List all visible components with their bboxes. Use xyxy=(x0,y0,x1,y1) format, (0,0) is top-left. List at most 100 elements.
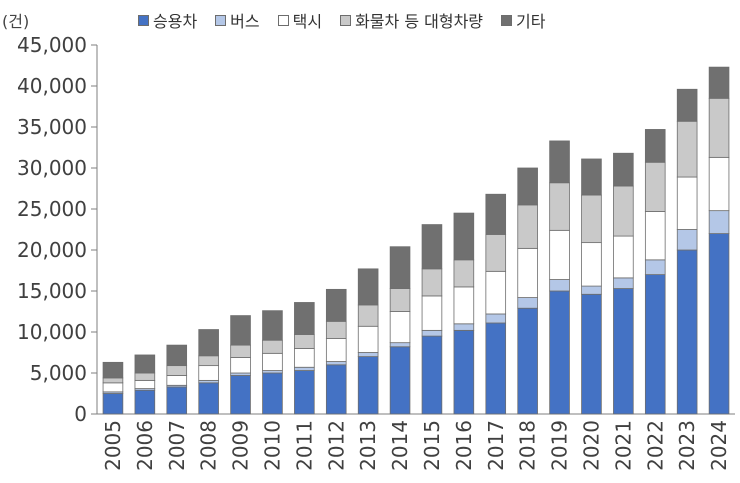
y-tick-label: 40,000 xyxy=(17,74,87,98)
legend-label: 버스 xyxy=(230,12,260,31)
bar-segment xyxy=(389,346,411,415)
bar-segment xyxy=(549,290,570,415)
legend-label: 택시 xyxy=(292,12,323,31)
bar-segment xyxy=(198,382,219,415)
bar-segment xyxy=(325,364,347,415)
bar-segment xyxy=(549,279,570,292)
x-tick-label: 2009 xyxy=(229,420,253,471)
y-tick-label: 45,000 xyxy=(17,33,87,57)
bar-segment xyxy=(102,377,124,384)
y-tick-label: 30,000 xyxy=(17,156,87,180)
bar-segment xyxy=(230,315,251,346)
bar-segment xyxy=(453,212,475,261)
x-tick-label: 2011 xyxy=(292,420,316,471)
bar-segment xyxy=(644,211,666,261)
x-tick-label: 2015 xyxy=(420,420,444,471)
bar-segment xyxy=(262,352,283,371)
y-tick-label: 0 xyxy=(74,402,87,426)
bar-segment xyxy=(102,361,124,379)
bar-segment xyxy=(644,259,666,275)
bar-segment xyxy=(262,339,283,354)
bar-segment xyxy=(613,152,634,187)
legend-swatch xyxy=(277,14,289,26)
bar-segment xyxy=(421,224,443,270)
bar-segment xyxy=(453,259,475,288)
bar-segment xyxy=(485,270,507,315)
bar-segment xyxy=(294,334,315,349)
bar-segment xyxy=(613,185,634,237)
bar-segment xyxy=(262,310,283,341)
bar-segment xyxy=(421,268,443,297)
legend-item: 화물차 등 대형차량 xyxy=(340,8,483,32)
bar-segment xyxy=(166,375,188,386)
legend: 승용차 버스 택시 화물차 등 대형차량 기타 xyxy=(138,8,545,32)
bar-segment xyxy=(485,193,507,235)
bar-segment xyxy=(708,210,730,234)
bar-segment xyxy=(549,140,570,184)
x-tick-label: 2005 xyxy=(101,420,125,471)
bar-segment xyxy=(357,268,379,306)
bar-segment xyxy=(549,229,570,280)
bar-segment xyxy=(676,120,698,178)
y-tick-label: 10,000 xyxy=(17,320,87,344)
bar-segment xyxy=(389,246,411,289)
x-tick-label: 2016 xyxy=(452,420,476,471)
bar-segment xyxy=(453,323,475,331)
x-tick-label: 2010 xyxy=(260,420,284,471)
bar-segment xyxy=(708,233,730,415)
bar-segment xyxy=(453,329,475,415)
bar-segment xyxy=(230,344,251,358)
bar-segment xyxy=(325,361,347,366)
legend-label: 기타 xyxy=(516,12,546,31)
bar-segment xyxy=(676,88,698,122)
bar-segment xyxy=(389,342,411,348)
legend-swatch xyxy=(215,14,227,26)
bar-segment xyxy=(644,129,666,163)
bar-segment xyxy=(517,247,538,298)
bar-segment xyxy=(613,235,634,279)
bar-segment xyxy=(134,379,156,389)
bar-segment xyxy=(676,229,698,251)
bar-segment xyxy=(517,167,538,206)
legend-swatch xyxy=(138,14,149,26)
bar-segment xyxy=(357,352,379,357)
bar-segment xyxy=(581,194,602,244)
x-tick-label: 2014 xyxy=(388,420,412,471)
bar-segment xyxy=(581,158,602,196)
bar-segment xyxy=(389,311,411,344)
bar-segment xyxy=(517,297,538,309)
bar-segment xyxy=(581,242,602,287)
bar-segment xyxy=(613,288,634,415)
bar-segment xyxy=(549,182,570,231)
bar-segment xyxy=(325,338,347,362)
bar-segment xyxy=(166,344,188,367)
bar-segment xyxy=(421,295,443,331)
bar-segment xyxy=(230,375,251,415)
bar-segment xyxy=(294,347,315,368)
legend-swatch xyxy=(501,14,513,26)
bar-segment xyxy=(294,302,315,335)
x-tick-label: 2020 xyxy=(579,420,603,471)
bar-segment xyxy=(294,366,315,371)
legend-item: 버스 xyxy=(215,8,260,32)
legend-item: 기타 xyxy=(501,8,545,32)
y-tick-label: 35,000 xyxy=(17,115,87,139)
x-tick-label: 2008 xyxy=(197,420,221,471)
bar-segment xyxy=(134,372,156,381)
bar-segment xyxy=(102,393,124,415)
bar-segment xyxy=(708,156,730,212)
bar-segment xyxy=(453,286,475,325)
bar-segment xyxy=(389,288,411,312)
bar-segment xyxy=(517,307,538,415)
bar-segment xyxy=(485,234,507,272)
bar-segment xyxy=(102,382,124,393)
x-tick-label: 2018 xyxy=(516,420,540,471)
bar-segment xyxy=(262,372,283,415)
y-tick-label: 20,000 xyxy=(17,238,87,262)
bar-segment xyxy=(581,293,602,415)
bar-segment xyxy=(676,176,698,230)
bar-segment xyxy=(325,320,347,339)
x-tick-label: 2019 xyxy=(548,420,572,471)
y-tick-label: 15,000 xyxy=(17,279,87,303)
legend-swatch xyxy=(340,14,352,26)
